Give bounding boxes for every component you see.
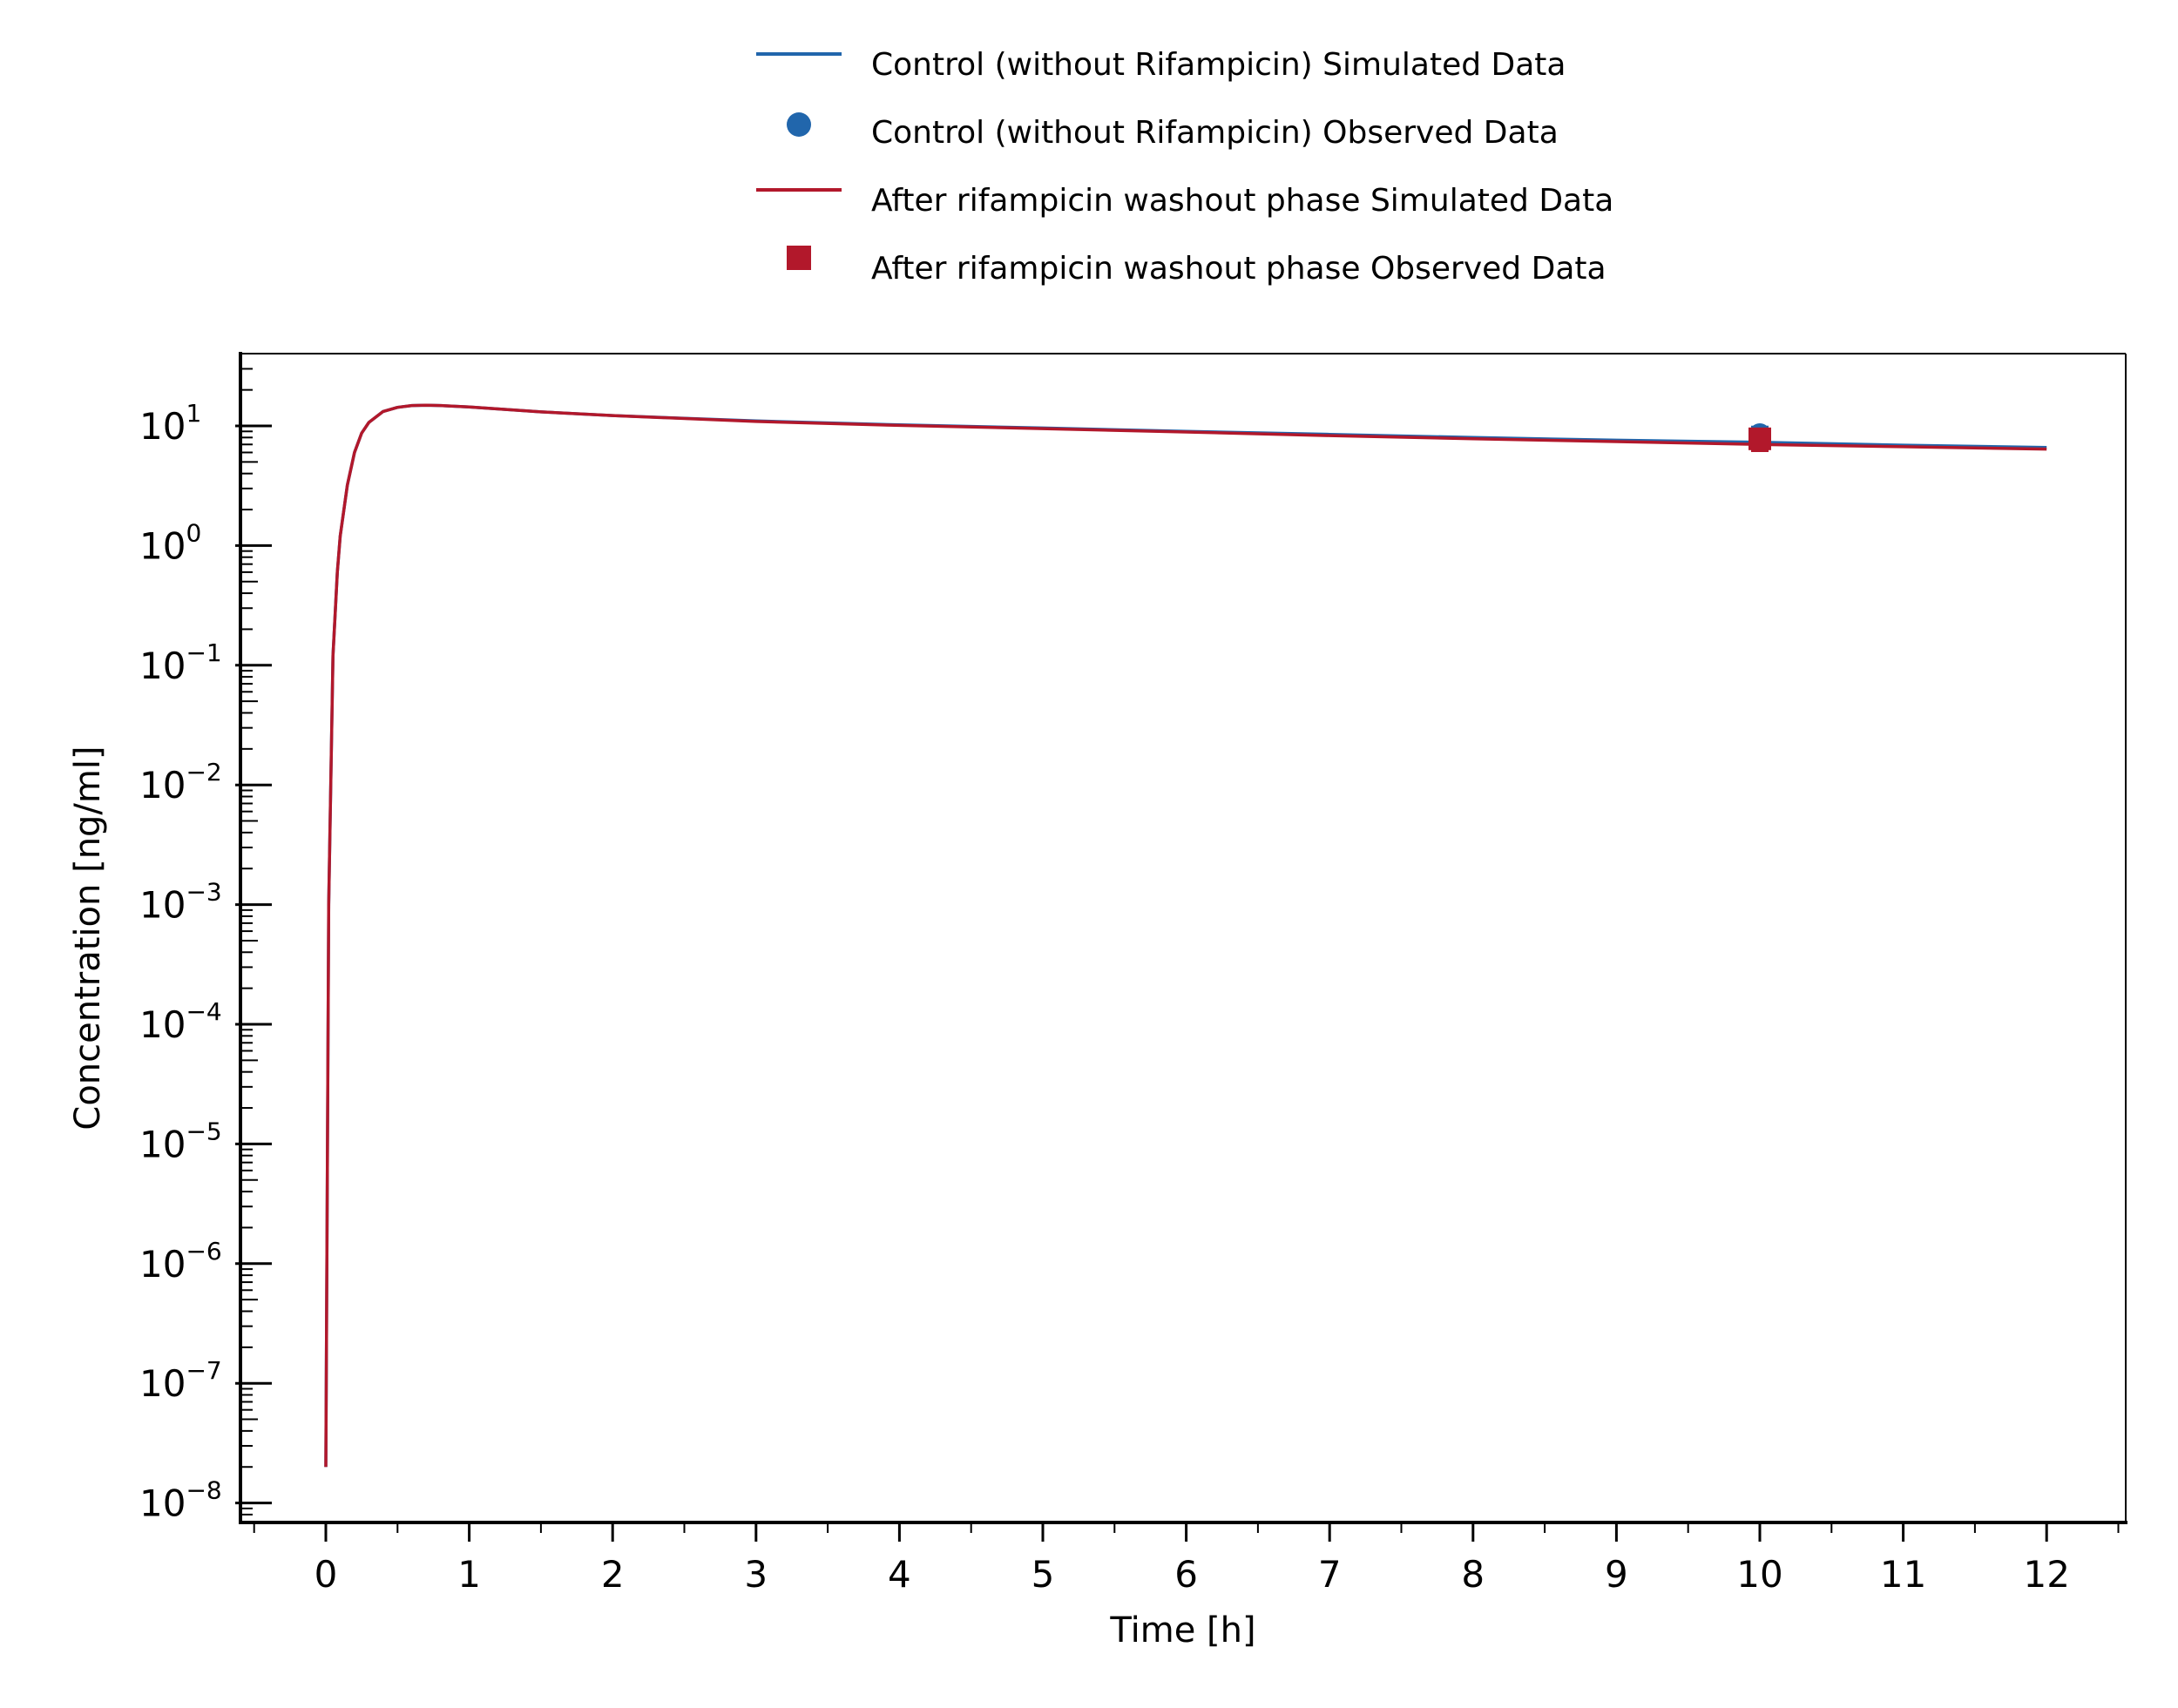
y-tick-label: 10−7 [139,1356,222,1405]
series-line-2 [324,403,2047,1468]
y-tick-label: 10−6 [139,1237,222,1286]
x-tick-label: 6 [1174,1553,1198,1596]
x-tick-label: 8 [1461,1553,1485,1596]
x-axis: 0 1 2 3 4 5 6 7 8 9 10 11 12 [253,1522,2120,1596]
legend-marker-control-observed [787,112,811,137]
y-tick-label: 10−5 [139,1117,222,1165]
x-tick-label: 7 [1318,1553,1342,1596]
x-tick-label: 11 [1880,1553,1926,1596]
series-line-0 [324,403,2047,1468]
plot-series [324,403,2047,1468]
x-tick-label: 12 [2023,1553,2069,1596]
x-tick-label: 1 [457,1553,481,1596]
legend-marker-washout-observed [787,246,811,270]
x-tick-label: 4 [888,1553,911,1596]
x-tick-label: 5 [1032,1553,1055,1596]
legend-item-washout-simulated: After rifampicin washout phase Simulated… [756,183,1613,219]
y-axis: 101 100 10−1 10−2 10−3 10−4 10−5 10−6 10−7 10−8 [139,368,272,1525]
y-axis-label: Concentration [ng/ml] [68,746,108,1130]
x-axis-label: Time [h] [1109,1610,1255,1651]
legend-item-control-simulated: Control (without Rifampicin) Simulated D… [756,47,1566,83]
x-tick-label: 0 [315,1553,338,1596]
x-tick-label: 10 [1736,1553,1782,1596]
legend: Control (without Rifampicin) Simulated D… [756,47,1613,287]
data-point-square [1748,427,1771,450]
x-tick-label: 3 [744,1553,768,1596]
legend-label-control-simulated: Control (without Rifampicin) Simulated D… [871,47,1566,83]
legend-label-control-observed: Control (without Rifampicin) Observed Da… [871,115,1559,151]
plot-frame [239,352,2127,1524]
y-tick-label: 100 [139,518,201,567]
y-tick-label: 10−8 [139,1476,222,1525]
y-tick-label: 10−4 [139,997,222,1046]
legend-item-control-observed: Control (without Rifampicin) Observed Da… [787,112,1559,151]
x-tick-label: 9 [1605,1553,1628,1596]
y-tick-label: 101 [139,399,201,448]
x-tick-label: 2 [601,1553,625,1596]
legend-label-washout-simulated: After rifampicin washout phase Simulated… [871,183,1613,219]
y-tick-label: 10−1 [139,638,222,687]
y-tick-label: 10−3 [139,878,222,927]
legend-item-washout-observed: After rifampicin washout phase Observed … [787,246,1606,287]
y-tick-label: 10−2 [139,758,222,807]
legend-label-washout-observed: After rifampicin washout phase Observed … [871,251,1606,287]
